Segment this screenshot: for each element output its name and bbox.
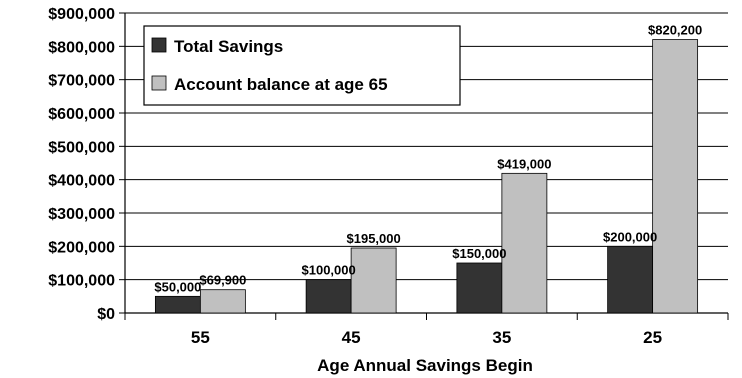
bar-total-savings xyxy=(154,295,201,314)
data-label-account-balance: $195,000 xyxy=(347,231,401,246)
legend-label-total-savings: Total Savings xyxy=(174,37,283,56)
y-tick-label: $500,000 xyxy=(48,139,115,156)
legend: Total Savings Account balance at age 65 xyxy=(143,25,461,106)
data-label-total-savings: $100,000 xyxy=(302,263,356,278)
x-tick-label: 35 xyxy=(492,328,511,347)
x-tick-label: 55 xyxy=(191,328,210,347)
y-tick-label: $100,000 xyxy=(48,273,115,290)
data-label-total-savings: $150,000 xyxy=(452,246,506,261)
bar-account-balance xyxy=(350,247,397,314)
y-tick-label: $900,000 xyxy=(48,6,115,23)
bar-account-balance xyxy=(652,39,699,314)
bar-total-savings xyxy=(607,245,654,314)
data-label-account-balance: $69,900 xyxy=(199,273,246,288)
y-tick-labels: $0 $100,000 $200,000 $300,000 $400,000 $500,0… xyxy=(48,6,115,323)
data-label-total-savings: $50,000 xyxy=(154,279,201,294)
y-tick-label: $700,000 xyxy=(48,73,115,90)
y-tick-label: $800,000 xyxy=(48,39,115,56)
bar-total-savings xyxy=(305,279,352,314)
legend-swatch-account-balance xyxy=(151,75,167,91)
y-tick-label: $400,000 xyxy=(48,173,115,190)
y-tick-label: $200,000 xyxy=(48,239,115,256)
legend-swatch-total-savings xyxy=(151,37,167,53)
legend-label-account-balance: Account balance at age 65 xyxy=(174,75,388,94)
data-label-account-balance: $820,200 xyxy=(648,23,702,38)
x-axis-title: Age Annual Savings Begin xyxy=(317,356,533,375)
legend-box xyxy=(143,25,461,106)
bars xyxy=(154,39,699,314)
data-label-account-balance: $419,000 xyxy=(497,156,551,171)
bar-account-balance xyxy=(501,172,548,314)
bar-account-balance xyxy=(199,289,246,314)
bar-total-savings xyxy=(456,262,503,314)
data-labels: $50,000$69,900 $100,000 $195,000 $150,000 $4… xyxy=(154,23,702,295)
y-tick-label: $600,000 xyxy=(48,106,115,123)
x-tick-label: 45 xyxy=(342,328,361,347)
x-tick-label: 25 xyxy=(643,328,662,347)
y-tick-label: $0 xyxy=(97,306,115,323)
data-label-total-savings: $200,000 xyxy=(603,229,657,244)
y-tick-label: $300,000 xyxy=(48,206,115,223)
x-tick-labels: 55 45 35 25 xyxy=(191,328,662,347)
